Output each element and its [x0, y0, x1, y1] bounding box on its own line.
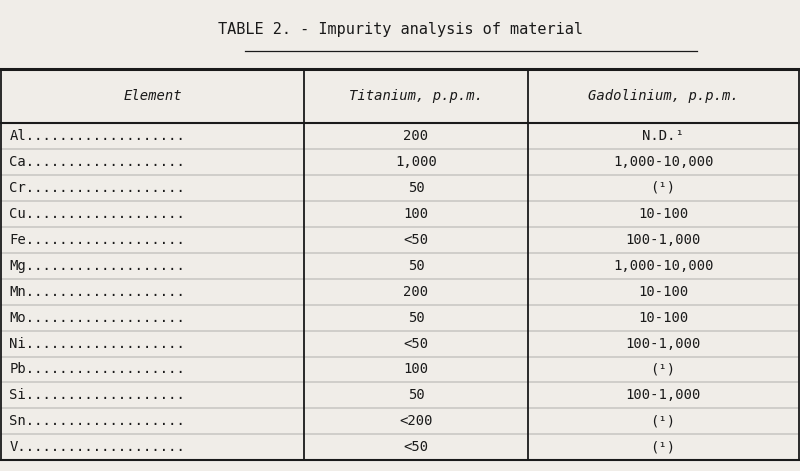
Text: Cr...................: Cr...................: [10, 181, 186, 195]
Text: Al...................: Al...................: [10, 129, 186, 143]
Text: 200: 200: [403, 129, 429, 143]
Text: 100-1,000: 100-1,000: [626, 337, 701, 350]
Text: N.D.¹: N.D.¹: [642, 129, 684, 143]
Text: <50: <50: [403, 233, 429, 247]
Text: Sn...................: Sn...................: [10, 414, 186, 428]
Text: Mo...................: Mo...................: [10, 310, 186, 325]
Text: 1,000: 1,000: [395, 155, 437, 169]
Text: (¹): (¹): [650, 440, 676, 455]
Text: (¹): (¹): [650, 363, 676, 376]
Text: 1,000-10,000: 1,000-10,000: [613, 155, 714, 169]
Text: 100-1,000: 100-1,000: [626, 389, 701, 402]
Text: Si...................: Si...................: [10, 389, 186, 402]
Text: 100-1,000: 100-1,000: [626, 233, 701, 247]
Text: 50: 50: [407, 181, 424, 195]
Text: Mg...................: Mg...................: [10, 259, 186, 273]
Text: Gadolinium, p.p.m.: Gadolinium, p.p.m.: [588, 89, 738, 103]
Text: Fe...................: Fe...................: [10, 233, 186, 247]
Text: 50: 50: [407, 259, 424, 273]
Text: Element: Element: [123, 89, 182, 103]
Text: 50: 50: [407, 310, 424, 325]
Text: 10-100: 10-100: [638, 284, 688, 299]
Text: <50: <50: [403, 440, 429, 455]
Text: Cu...................: Cu...................: [10, 207, 186, 221]
Text: TABLE 2. - Impurity analysis of material: TABLE 2. - Impurity analysis of material: [218, 23, 582, 38]
Text: Ca...................: Ca...................: [10, 155, 186, 169]
Text: Pb...................: Pb...................: [10, 363, 186, 376]
Text: 1,000-10,000: 1,000-10,000: [613, 259, 714, 273]
Text: 100: 100: [403, 207, 429, 221]
Text: (¹): (¹): [650, 181, 676, 195]
Text: 10-100: 10-100: [638, 310, 688, 325]
Text: 50: 50: [407, 389, 424, 402]
Text: Mn...................: Mn...................: [10, 284, 186, 299]
Text: <50: <50: [403, 337, 429, 350]
Text: Titanium, p.p.m.: Titanium, p.p.m.: [349, 89, 483, 103]
Text: V....................: V....................: [10, 440, 186, 455]
Text: <200: <200: [399, 414, 433, 428]
Text: 200: 200: [403, 284, 429, 299]
Text: Ni...................: Ni...................: [10, 337, 186, 350]
Text: (¹): (¹): [650, 414, 676, 428]
Text: 10-100: 10-100: [638, 207, 688, 221]
Text: 100: 100: [403, 363, 429, 376]
